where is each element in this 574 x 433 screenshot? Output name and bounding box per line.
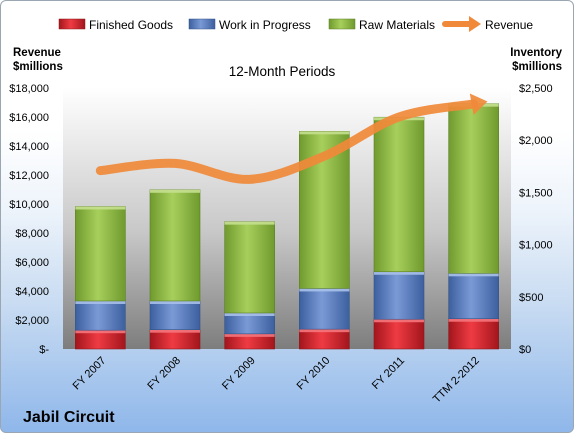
legend-swatch-raw-materials: [328, 18, 356, 30]
bar-finished-goods-cap: [448, 318, 499, 322]
legend-swatch-finished-goods: [58, 18, 86, 30]
plot-area: [63, 88, 511, 349]
left-axis: $- $2,000 $4,000 $6,000 $8,000 $10,000 $12,000…: [9, 83, 49, 356]
right-axis: $0 $500 $1,000 $1,500 $2,000 $2,500: [519, 83, 553, 356]
bar-raw-materials-cap: [299, 131, 350, 135]
bar-work-in-progress: [448, 273, 499, 320]
legend-swatch-work-in-progress: [188, 18, 216, 30]
bar-raw-materials: [75, 206, 126, 302]
x-axis: FY 2007 FY 2008 FY 2009 FY 2010 FY 2011 TTM 2…: [71, 355, 482, 406]
left-axis-tick-label: $10,000: [9, 199, 49, 211]
bar-raw-materials: [448, 103, 499, 274]
left-axis-tick-label: $8,000: [15, 228, 49, 240]
bar-work-in-progress: [299, 288, 350, 330]
legend: Finished Goods Work in Progress Raw Mate…: [58, 16, 533, 32]
left-axis-tick-label: $4,000: [15, 286, 49, 298]
bar-work-in-progress: [224, 312, 275, 335]
bar-raw-materials-cap: [75, 206, 126, 210]
bar-work-in-progress-cap: [150, 300, 200, 304]
left-axis-title-line1: Revenue: [13, 47, 61, 59]
bar-work-in-progress: [373, 271, 425, 320]
bar-work-in-progress-cap: [299, 288, 350, 292]
bar-work-in-progress-cap: [75, 300, 126, 304]
revenue-arrowhead: [469, 93, 488, 116]
company-name: Jabil Circuit: [23, 409, 115, 426]
bar-raw-materials: [149, 189, 201, 302]
left-axis-tick-label: $14,000: [9, 141, 49, 153]
right-axis-title-line2: $millions: [512, 61, 562, 73]
bar-finished-goods: [373, 318, 425, 350]
chart-title: 12-Month Periods: [229, 64, 336, 79]
left-axis-tick-label: $-: [39, 344, 49, 356]
legend-label-work-in-progress: Work in Progress: [219, 18, 311, 32]
bar-work-in-progress-cap: [224, 312, 275, 316]
bar-finished-goods-cap: [75, 330, 126, 334]
bar-finished-goods: [448, 318, 499, 350]
revenue-series: [95, 93, 488, 184]
right-axis-tick-label: $1,000: [519, 240, 553, 252]
left-axis-tick-label: $18,000: [9, 83, 49, 95]
bar-work-in-progress: [149, 300, 201, 330]
x-axis-tick-label: FY 2011: [370, 355, 407, 392]
left-axis-tick-label: $2,000: [15, 315, 49, 327]
bar-raw-materials-cap: [224, 221, 275, 225]
revenue-line: [95, 99, 479, 184]
legend-revenue-arrowhead: [469, 16, 481, 32]
x-axis-tick-label: FY 2007: [71, 355, 109, 393]
left-axis-title-line2: $millions: [13, 61, 63, 73]
bar-finished-goods-cap: [224, 333, 275, 337]
bar-finished-goods-cap: [299, 329, 350, 333]
right-axis-tick-label: $2,500: [519, 83, 553, 95]
bar-finished-goods-cap: [150, 329, 200, 333]
right-axis-title-line1: Inventory: [510, 47, 562, 59]
x-axis-tick-label: FY 2008: [145, 355, 183, 393]
right-axis-tick-label: $1,500: [519, 187, 553, 199]
x-axis-tick-label: FY 2009: [220, 355, 258, 393]
bar-work-in-progress-cap: [374, 271, 424, 275]
right-axis-tick-label: $2,000: [519, 135, 553, 147]
legend-label-raw-materials: Raw Materials: [359, 18, 435, 32]
left-axis-tick-label: $16,000: [9, 112, 49, 124]
bar-finished-goods-cap: [374, 319, 424, 323]
bar-raw-materials: [373, 116, 425, 273]
bar-raw-materials: [224, 221, 275, 314]
legend-label-revenue: Revenue: [485, 18, 533, 32]
right-axis-tick-label: $0: [519, 344, 531, 356]
left-axis-tick-label: $12,000: [9, 170, 49, 182]
x-axis-tick-label: FY 2010: [295, 355, 333, 393]
legend-label-finished-goods: Finished Goods: [89, 18, 173, 32]
bar-work-in-progress: [75, 300, 126, 331]
right-axis-tick-label: $500: [519, 292, 543, 304]
x-axis-tick-label: TTM 2-2012: [431, 355, 482, 406]
left-axis-tick-label: $6,000: [15, 257, 49, 269]
bar-work-in-progress-cap: [448, 273, 499, 277]
bar-raw-materials-cap: [150, 189, 200, 193]
